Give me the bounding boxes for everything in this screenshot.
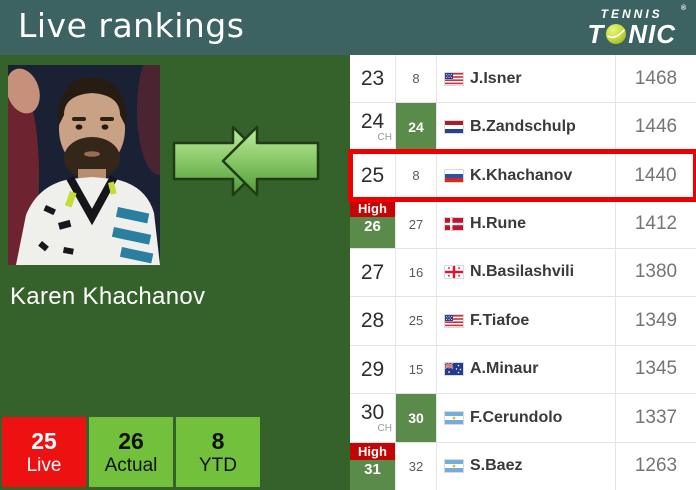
player-cell: S.Baez [437,442,616,490]
rank-value: 30 [360,400,385,424]
rank-value: 24 [360,110,385,134]
table-row[interactable]: 29 15 A.Minaur 1345 [350,345,696,395]
player-cell: B.Zandschulp [437,103,616,151]
actual-rank-label: Actual [104,454,158,476]
points-cell: 1337 [634,406,678,428]
registered-mark: ® [680,5,686,12]
dk-flag-icon [444,217,464,232]
career-high-cell-highlighted: 30 [396,394,437,442]
player-cell: H.Rune [437,200,616,248]
rank-cell: 23 [350,55,396,103]
player-name-cell: A.Minaur [470,360,539,378]
career-high-cell: 15 [396,345,437,394]
player-name-cell: H.Rune [470,215,526,233]
player-photo [8,65,160,265]
actual-rank-value: 26 [118,427,144,454]
rank-value: 27 [360,260,385,284]
player-name-cell: S.Baez [470,457,523,475]
career-high-cell: 8 [396,55,437,103]
table-row[interactable]: 25 8 K.Khachanov 1440 [348,148,696,203]
points-cell: 1349 [634,309,678,331]
table-row[interactable]: 27 16 N.Basilashvili 1380 [350,248,696,298]
player-name-cell: K.Khachanov [470,166,573,184]
rank-cell: 25 [350,151,396,200]
player-cell: K.Khachanov [437,151,616,200]
table-row[interactable]: 24 CH 24 B.Zandschulp 1446 [350,103,696,152]
points-cell: 1345 [634,358,678,380]
rank-value: 25 [360,164,385,188]
rank-value: 29 [360,357,385,381]
ytd-rank-value: 8 [211,427,225,454]
ranking-summary: 25 Live 26 Actual 8 YTD [2,417,260,487]
career-high-abbrev: CH [377,132,392,144]
ru-flag-icon [444,168,464,183]
rank-cell-career-high: High 31 [350,442,396,490]
player-cell: J.Isner [437,55,616,103]
rankings-table: 23 8 J.Isner 1468 24 CH 24 B.Zandschulp 1446 25 8 K… [348,55,696,490]
career-high-cell: 27 [396,200,437,248]
ar-flag-icon [444,459,464,474]
player-name: Karen Khachanov [10,283,206,310]
player-cell: F.Cerundolo [437,394,616,442]
table-row[interactable]: 30 CH 30 F.Cerundolo 1337 [350,394,696,443]
header-bar: Live rankings TENNIS ® T NIC [0,0,696,55]
nl-flag-icon [444,120,464,135]
points-cell: 1380 [634,261,678,283]
table-row[interactable]: High 26 27 H.Rune 1412 [350,200,696,249]
rank-cell: 24 CH [350,103,396,151]
player-cell: A.Minaur [437,345,616,394]
rank-cell: 30 CH [350,394,396,442]
career-high-cell: 32 [396,442,437,490]
left-panel: Karen Khachanov 25 Live 26 Actual 8 YTD [0,55,350,490]
points-cell: 1412 [634,213,678,235]
player-name-cell: F.Cerundolo [470,408,563,426]
rank-cell: 27 [350,248,396,297]
table-row[interactable]: 23 8 J.Isner 1468 [350,55,696,104]
career-high-badge: High [350,200,395,218]
rank-value: 28 [360,309,385,333]
page-title: Live rankings [18,6,245,45]
au-flag-icon [444,362,464,377]
career-high-cell: 25 [396,297,437,345]
career-high-abbrev: CH [377,422,392,434]
points-cell: 1263 [634,455,678,477]
career-high-cell: 8 [396,151,437,200]
rank-value: 26 [364,218,381,236]
table-row[interactable]: 28 25 F.Tiafoe 1349 [350,297,696,346]
player-cell: N.Basilashvili [437,248,616,297]
player-name-cell: J.Isner [470,69,522,87]
us-flag-icon [444,71,464,86]
ge-flag-icon [444,265,464,280]
player-name-cell: B.Zandschulp [470,118,576,136]
logo-wordmark-tonic: T NIC [587,19,676,49]
live-rank-box: 25 Live [2,417,86,487]
tennis-ball-icon [606,24,627,44]
rank-cell: 28 [350,297,396,345]
player-name-cell: F.Tiafoe [470,311,530,329]
ar-flag-icon [444,410,464,425]
live-rank-value: 25 [31,427,57,454]
rank-value: 31 [364,460,381,478]
us-flag-icon [444,313,464,328]
tennis-tonic-logo: TENNIS ® T NIC [587,5,686,49]
live-rank-label: Live [26,454,62,476]
rank-value: 23 [360,67,385,91]
points-cell: 1468 [634,67,678,89]
player-cell: F.Tiafoe [437,297,616,345]
table-row[interactable]: High 31 32 S.Baez 1263 [350,442,696,490]
ytd-rank-label: YTD [199,454,237,476]
points-cell: 1440 [616,151,696,200]
rank-cell-career-high: High 26 [350,200,396,248]
career-high-cell: 16 [396,248,437,297]
double-arrow-converge-icon [172,125,320,197]
ytd-rank-box: 8 YTD [176,417,260,487]
points-cell: 1446 [634,116,678,138]
player-name-cell: N.Basilashvili [470,263,575,281]
actual-rank-box: 26 Actual [89,417,173,487]
logo-wordmark-tennis: TENNIS ® [600,5,686,21]
rank-cell: 29 [350,345,396,394]
career-high-badge: High [350,442,395,460]
career-high-cell-highlighted: 24 [396,103,437,151]
